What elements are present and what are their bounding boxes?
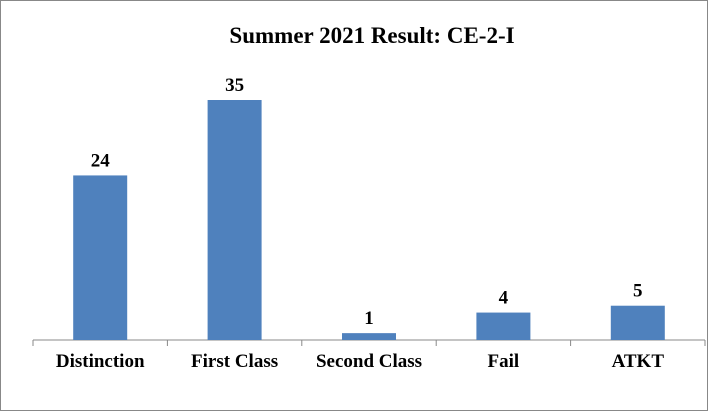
x-tick-label: Distinction xyxy=(55,351,145,372)
bar xyxy=(476,312,531,340)
bar xyxy=(610,305,665,340)
data-label: 1 xyxy=(364,308,374,329)
x-tick-label: First Class xyxy=(191,351,279,372)
data-label: 5 xyxy=(633,281,643,302)
bar xyxy=(342,333,396,340)
chart-title: Summer 2021 Result: CE-2-I xyxy=(229,23,514,48)
x-tick-label: Second Class xyxy=(315,351,423,372)
data-label: 4 xyxy=(499,288,509,309)
data-label: 35 xyxy=(225,75,244,96)
x-tick-label: ATKT xyxy=(611,351,665,372)
bar xyxy=(207,100,262,340)
x-tick-label: Fail xyxy=(487,351,520,372)
bar xyxy=(73,175,128,340)
data-label: 24 xyxy=(91,150,111,171)
